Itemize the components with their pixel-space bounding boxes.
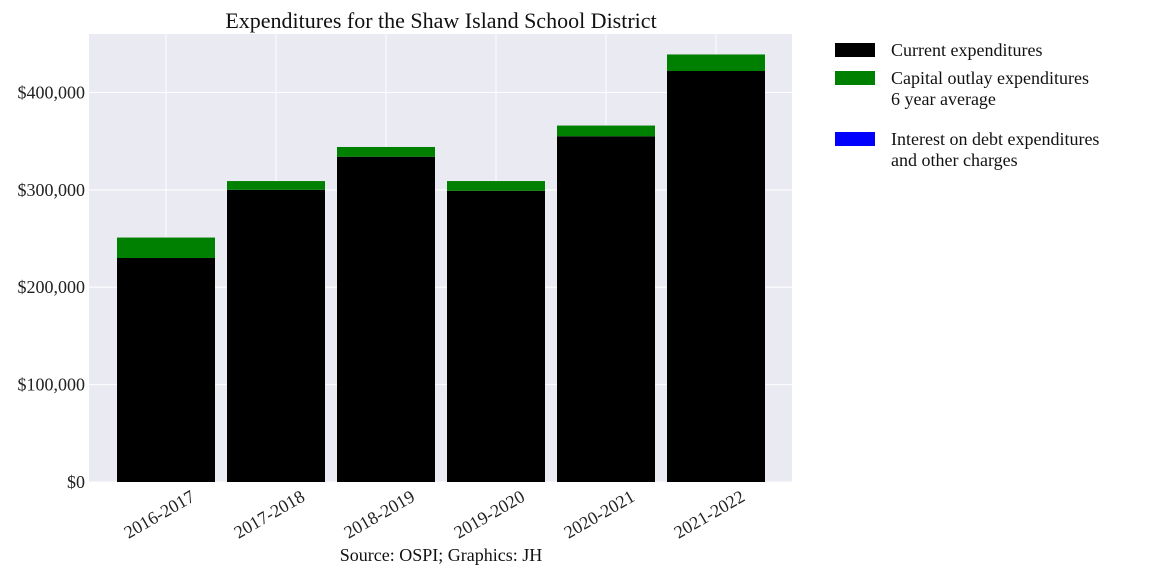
legend-swatch-2: [835, 132, 875, 146]
x-tick-label-3: 2019-2020: [450, 486, 528, 542]
legend-label-0-0: Current expenditures: [891, 40, 1042, 60]
legend-swatch-1: [835, 71, 875, 85]
x-tick-label-2: 2018-2019: [340, 486, 418, 542]
bar-2019-2020-series-0: [447, 190, 545, 483]
bar-2018-2019-series-1: [337, 146, 435, 157]
x-tick-label-4: 2020-2021: [560, 486, 638, 542]
bar-2021-2022-series-1: [667, 54, 765, 72]
bar-2020-2021-series-1: [557, 125, 655, 137]
bar-2018-2019-series-0: [337, 156, 435, 482]
y-tick-label-2: $200,000: [18, 277, 86, 297]
legend-label-2-1: and other charges: [891, 150, 1018, 170]
y-tick-label-4: $400,000: [18, 82, 86, 102]
legend-label-1-1: 6 year average: [891, 89, 996, 109]
chart-title: Expenditures for the Shaw Island School …: [225, 8, 656, 33]
bar-2017-2018-series-0: [227, 189, 325, 482]
bar-2021-2022-series-0: [667, 71, 765, 482]
source-caption: Source: OSPI; Graphics: JH: [340, 545, 542, 565]
bar-2019-2020-series-1: [447, 181, 545, 191]
legend-label-1-0: Capital outlay expenditures: [891, 68, 1089, 88]
y-tick-label-0: $0: [67, 472, 85, 492]
x-tick-labels: 2016-2017 2017-2018 2018-2019 2019-2020 2020…: [120, 486, 748, 542]
x-tick-label-0: 2016-2017: [120, 486, 198, 542]
bar-groups: [117, 54, 765, 483]
x-tick-label-5: 2021-2022: [670, 486, 748, 542]
y-tick-label-3: $300,000: [18, 180, 86, 200]
legend-label-2-0: Interest on debt expenditures: [891, 129, 1099, 149]
legend: Current expenditures Capital outlay expen…: [835, 40, 1099, 170]
y-tick-label-1: $100,000: [18, 375, 86, 395]
bar-2016-2017-series-1: [117, 237, 215, 258]
bar-2017-2018-series-1: [227, 181, 325, 190]
bar-2020-2021-series-0: [557, 136, 655, 482]
y-tick-labels: $0 $100,000 $200,000 $300,000 $400,000: [18, 82, 86, 492]
legend-swatch-0: [835, 43, 875, 57]
bar-2016-2017-series-0: [117, 258, 215, 482]
x-tick-label-1: 2017-2018: [230, 486, 308, 542]
